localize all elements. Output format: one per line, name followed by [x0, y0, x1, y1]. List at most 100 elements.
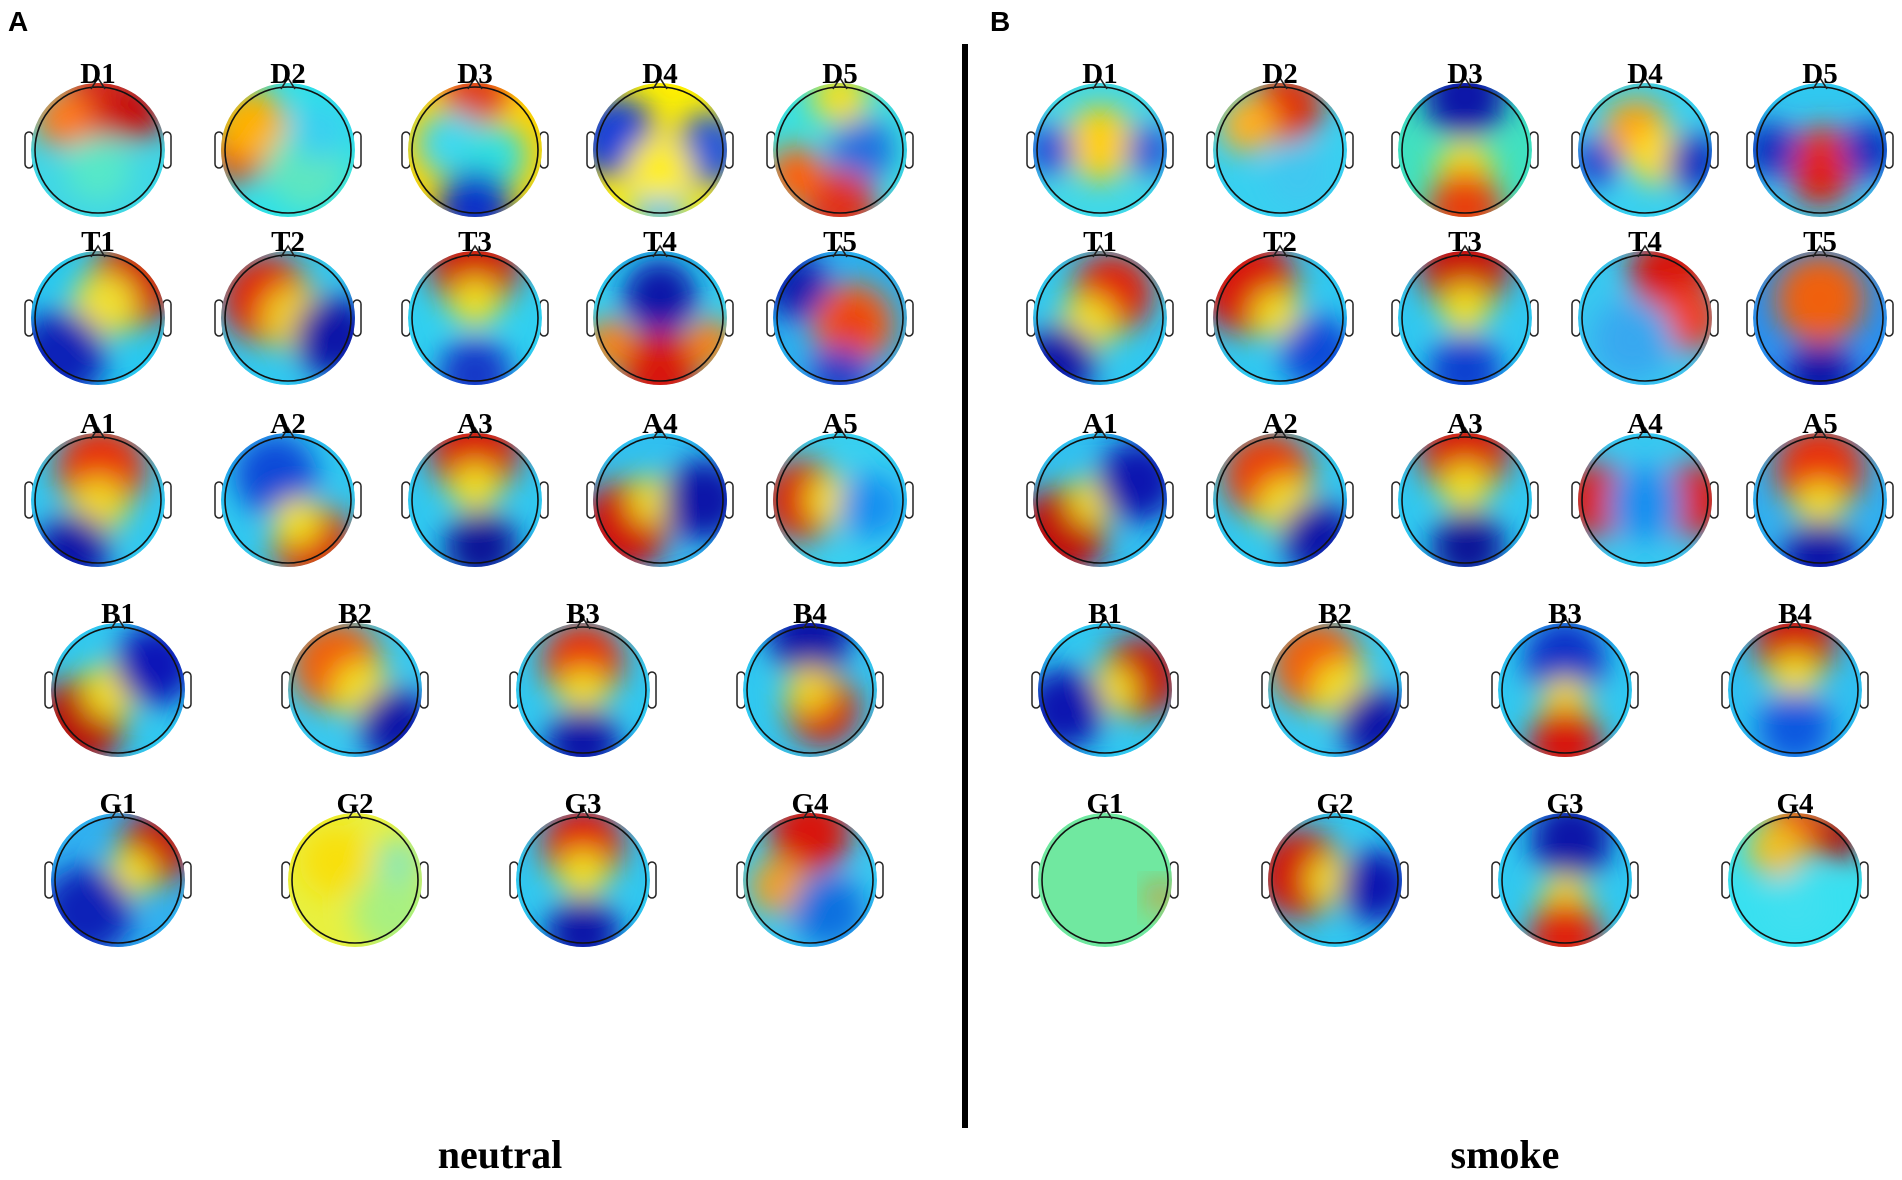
- map-label: B2: [1318, 598, 1352, 630]
- map-label: D3: [1447, 58, 1482, 90]
- head-outline: [1581, 436, 1709, 564]
- head-outline: [1036, 86, 1164, 214]
- topomap-neutral-a1: A1: [24, 408, 172, 567]
- map-label: G1: [1086, 788, 1123, 820]
- head-outline: [1041, 626, 1169, 754]
- topomap-neutral-a5: A5: [766, 408, 914, 567]
- map-label: A4: [1627, 408, 1662, 440]
- map-label: A4: [642, 408, 677, 440]
- map-label: B3: [1548, 598, 1582, 630]
- panel-b-letter: B: [990, 6, 1010, 37]
- head-outline: [411, 254, 539, 382]
- head-outline: [1271, 816, 1399, 944]
- topomap-neutral-g2: G2: [281, 788, 429, 947]
- topomap-neutral-b4: B4: [736, 598, 884, 757]
- map-label: D1: [1082, 58, 1117, 90]
- map-label: D2: [1262, 58, 1297, 90]
- topomap-smoke-t4: T4: [1571, 226, 1719, 385]
- topomap-smoke-g3: G3: [1491, 788, 1639, 947]
- topomap-smoke-t5: T5: [1746, 226, 1894, 385]
- map-label: A1: [80, 408, 115, 440]
- head-outline: [34, 86, 162, 214]
- head-outline: [224, 436, 352, 564]
- head-outline: [1216, 254, 1344, 382]
- map-label: A5: [822, 408, 857, 440]
- head-outline: [519, 816, 647, 944]
- head-outline: [224, 86, 352, 214]
- nose-icon: [1327, 616, 1343, 630]
- head-outline: [1756, 436, 1884, 564]
- map-label: T3: [458, 226, 492, 258]
- topomap-neutral-a2: A2: [214, 408, 362, 567]
- nose-icon: [832, 426, 848, 440]
- head-outline: [1731, 626, 1859, 754]
- nose-icon: [1812, 426, 1828, 440]
- map-label: G2: [336, 788, 373, 820]
- nose-icon: [802, 806, 818, 820]
- map-label: A3: [1447, 408, 1482, 440]
- topomap-neutral-t2: T2: [214, 226, 362, 385]
- topomap-neutral-t1: T1: [24, 226, 172, 385]
- map-label: T1: [1083, 226, 1117, 258]
- nose-icon: [1457, 76, 1473, 90]
- head-outline: [411, 86, 539, 214]
- topomap-neutral-b1: B1: [44, 598, 192, 757]
- topomap-smoke-a2: A2: [1206, 408, 1354, 567]
- nose-icon: [832, 76, 848, 90]
- nose-icon: [1637, 244, 1653, 258]
- nose-icon: [280, 76, 296, 90]
- head-outline: [1401, 254, 1529, 382]
- nose-icon: [1097, 806, 1113, 820]
- nose-icon: [1272, 76, 1288, 90]
- nose-icon: [1092, 426, 1108, 440]
- head-outline: [776, 436, 904, 564]
- map-label: G3: [1546, 788, 1583, 820]
- panel-smoke: D1 D2 D3 D4 D5 T1 T2 T3 T4 T5 A1 A2 A3 A4 A5 B1 B2 B3 B4 G1…: [1026, 58, 1894, 947]
- head-outline: [54, 626, 182, 754]
- nose-icon: [1787, 616, 1803, 630]
- map-label: A2: [1262, 408, 1297, 440]
- head-outline: [1271, 626, 1399, 754]
- topomap-neutral-t3: T3: [401, 226, 549, 385]
- map-label: A1: [1082, 408, 1117, 440]
- nose-icon: [1787, 806, 1803, 820]
- map-label: T2: [271, 226, 305, 258]
- map-label: A3: [457, 408, 492, 440]
- topomap-smoke-t2: T2: [1206, 226, 1354, 385]
- topomap-smoke-g2: G2: [1261, 788, 1409, 947]
- caption-smoke: smoke: [1451, 1132, 1560, 1177]
- head-outline: [34, 436, 162, 564]
- map-label: D4: [642, 58, 677, 90]
- nose-icon: [1637, 76, 1653, 90]
- head-outline: [596, 86, 724, 214]
- topomap-neutral-t5: T5: [766, 226, 914, 385]
- topomap-smoke-d1: D1: [1026, 58, 1174, 217]
- head-outline: [54, 816, 182, 944]
- head-outline: [1731, 816, 1859, 944]
- nose-icon: [1272, 426, 1288, 440]
- map-label: D2: [270, 58, 305, 90]
- head-outline: [291, 816, 419, 944]
- head-outline: [411, 436, 539, 564]
- nose-icon: [1457, 244, 1473, 258]
- nose-icon: [90, 76, 106, 90]
- nose-icon: [280, 244, 296, 258]
- panel-a-letter: A: [8, 6, 28, 37]
- map-label: G4: [791, 788, 828, 820]
- nose-icon: [575, 616, 591, 630]
- topomap-smoke-b2: B2: [1261, 598, 1409, 757]
- head-outline: [776, 86, 904, 214]
- head-outline: [1216, 436, 1344, 564]
- map-label: T1: [81, 226, 115, 258]
- nose-icon: [110, 616, 126, 630]
- topomap-neutral-t4: T4: [586, 226, 734, 385]
- topomap-neutral-b3: B3: [509, 598, 657, 757]
- nose-icon: [90, 426, 106, 440]
- topomap-neutral-g3: G3: [509, 788, 657, 947]
- map-label: B1: [101, 598, 135, 630]
- nose-icon: [467, 426, 483, 440]
- nose-icon: [1812, 244, 1828, 258]
- nose-icon: [1812, 76, 1828, 90]
- topomap-smoke-a5: A5: [1746, 408, 1894, 567]
- nose-icon: [467, 76, 483, 90]
